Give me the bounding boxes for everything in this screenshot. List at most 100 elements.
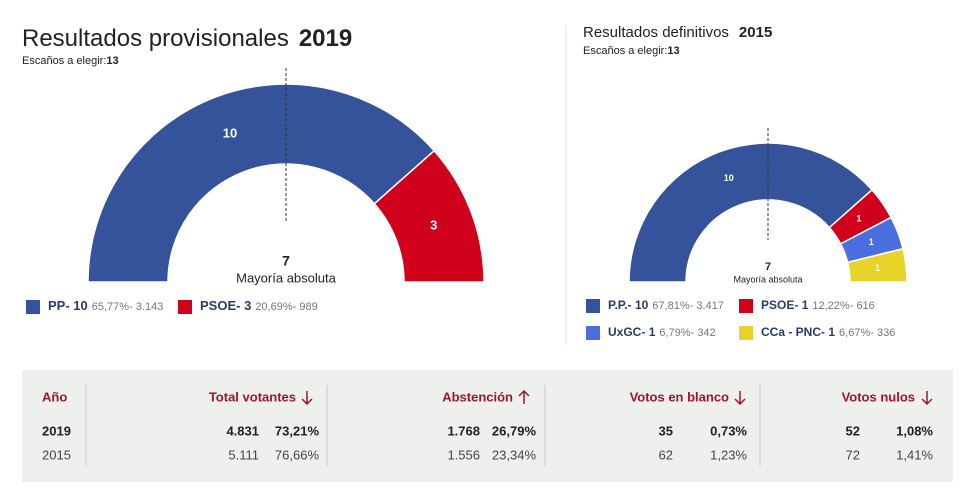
legend-percent: 12,22% bbox=[812, 300, 850, 312]
table-header: Año bbox=[42, 389, 67, 404]
legend-percent: 20,69% bbox=[255, 301, 293, 313]
legend-votes: 3.417 bbox=[696, 300, 724, 312]
legend-swatch bbox=[586, 299, 600, 313]
subtitle: Escaños a elegir:13 bbox=[22, 55, 119, 67]
seat-arc bbox=[87, 83, 436, 283]
seat-label: 10 bbox=[724, 173, 734, 183]
legend-name: P.P. bbox=[608, 298, 628, 312]
legend-entry: P.P.- 10 67,81%- 3.417 bbox=[608, 298, 724, 312]
table-cell: 5.111 bbox=[228, 447, 259, 462]
chart-title: Resultados definitivos 2015 bbox=[583, 24, 772, 41]
seat-arc bbox=[628, 142, 874, 283]
table-cell: 72 bbox=[846, 447, 860, 462]
legend-entry: CCa - PNC- 1 6,67%- 336 bbox=[761, 325, 895, 339]
majority-value: 7 bbox=[282, 253, 290, 269]
table-cell: 73,21% bbox=[275, 423, 320, 438]
legend-sep: - bbox=[293, 301, 300, 313]
seat-label: 10 bbox=[223, 126, 237, 141]
table-dividers bbox=[85, 385, 761, 466]
table-cell: 76,66% bbox=[275, 447, 320, 462]
legend-percent: 67,81% bbox=[652, 300, 690, 312]
legend-swatch bbox=[178, 300, 192, 314]
legend-sep: - bbox=[628, 298, 635, 312]
legend-sep: - bbox=[850, 300, 857, 312]
legend-sep: - bbox=[691, 327, 698, 339]
legend-sep: - bbox=[821, 325, 828, 339]
legend-sep: - bbox=[641, 325, 648, 339]
seat-label: 1 bbox=[856, 214, 861, 224]
legend-seats: 10 bbox=[73, 298, 87, 313]
legend-percent: 6,67% bbox=[839, 327, 870, 339]
subtitle-text: Escaños a elegir: bbox=[583, 45, 667, 57]
legend-percent: 6,79% bbox=[659, 327, 690, 339]
table-cell: 35 bbox=[659, 423, 673, 438]
legend-seats: 10 bbox=[635, 298, 649, 312]
table-cell: 1.768 bbox=[447, 423, 480, 438]
majority-label: Mayoría absoluta bbox=[733, 274, 802, 284]
table-header: Votos nulos bbox=[842, 389, 915, 404]
legend-votes: 342 bbox=[697, 327, 715, 339]
table-cell: 2015 bbox=[42, 447, 71, 462]
legend-sep: - bbox=[690, 300, 697, 312]
legend-seats: 1 bbox=[802, 298, 809, 312]
legend-sep: - bbox=[129, 301, 136, 313]
legend-name: PP bbox=[48, 298, 66, 313]
legend-seats: 1 bbox=[828, 325, 835, 339]
legend-votes: 3.143 bbox=[136, 301, 164, 313]
legend-name: PSOE bbox=[200, 298, 236, 313]
chart-title: Resultados provisionales 2019 bbox=[22, 25, 352, 52]
legend-votes: 336 bbox=[877, 327, 895, 339]
majority-value: 7 bbox=[765, 261, 771, 273]
legend-entry: PSOE- 3 20,69%- 989 bbox=[200, 298, 318, 313]
legend-swatch bbox=[586, 326, 600, 340]
title-text: Resultados provisionales bbox=[22, 25, 289, 52]
table-panel bbox=[22, 370, 953, 482]
legend-sep: - bbox=[65, 298, 73, 313]
seat-label: 1 bbox=[869, 237, 874, 247]
legend-swatch bbox=[26, 300, 40, 314]
seat-arc bbox=[846, 247, 908, 283]
legend-sep: - bbox=[236, 298, 244, 313]
table-cell: 1,23% bbox=[710, 447, 747, 462]
title-text: Resultados definitivos bbox=[583, 24, 729, 41]
legend-entry: PP- 10 65,77%- 3.143 bbox=[48, 298, 163, 313]
legend-swatch bbox=[739, 299, 753, 313]
table-cell: 23,34% bbox=[492, 447, 537, 462]
legend-votes: 989 bbox=[299, 301, 317, 313]
title-year: 2015 bbox=[739, 24, 772, 41]
table-header: Votos en blanco bbox=[630, 389, 729, 404]
title-year: 2019 bbox=[299, 25, 352, 52]
legend-seats: 1 bbox=[649, 325, 656, 339]
legend-name: CCa - PNC bbox=[761, 325, 821, 339]
table-header: Abstención bbox=[442, 389, 513, 404]
legend-entry: PSOE- 1 12,22%- 616 bbox=[761, 298, 875, 312]
seats: 13 bbox=[667, 45, 679, 57]
seat-label: 1 bbox=[875, 263, 880, 273]
subtitle-text: Escaños a elegir: bbox=[22, 55, 106, 67]
table-header: Total votantes bbox=[209, 389, 296, 404]
seat-label: 3 bbox=[430, 217, 437, 232]
table-cell: 62 bbox=[659, 447, 673, 462]
table-cell: 1,41% bbox=[896, 447, 933, 462]
sort-arrows bbox=[301, 389, 933, 406]
legend-percent: 65,77% bbox=[92, 301, 130, 313]
table-cell: 0,73% bbox=[710, 423, 747, 438]
seats: 13 bbox=[106, 55, 118, 67]
table-cell: 26,79% bbox=[492, 423, 537, 438]
legend-swatch bbox=[739, 326, 753, 340]
table-cell: 52 bbox=[846, 423, 860, 438]
seat-arc bbox=[373, 149, 485, 283]
table-cell: 2019 bbox=[42, 423, 71, 438]
legend-sep: - bbox=[870, 327, 877, 339]
legend-votes: 616 bbox=[856, 300, 874, 312]
subtitle: Escaños a elegir:13 bbox=[583, 45, 680, 57]
table-cell: 4.831 bbox=[226, 423, 259, 438]
legend-seats: 3 bbox=[244, 298, 251, 313]
table-cell: 1,08% bbox=[896, 423, 933, 438]
table-cell: 1.556 bbox=[447, 447, 480, 462]
legend-entry: UxGC- 1 6,79%- 342 bbox=[608, 325, 716, 339]
legend-name: PSOE bbox=[761, 298, 794, 312]
legend-name: UxGC bbox=[608, 325, 642, 339]
legend-sep: - bbox=[794, 298, 801, 312]
majority-label: Mayoría absoluta bbox=[236, 270, 336, 285]
